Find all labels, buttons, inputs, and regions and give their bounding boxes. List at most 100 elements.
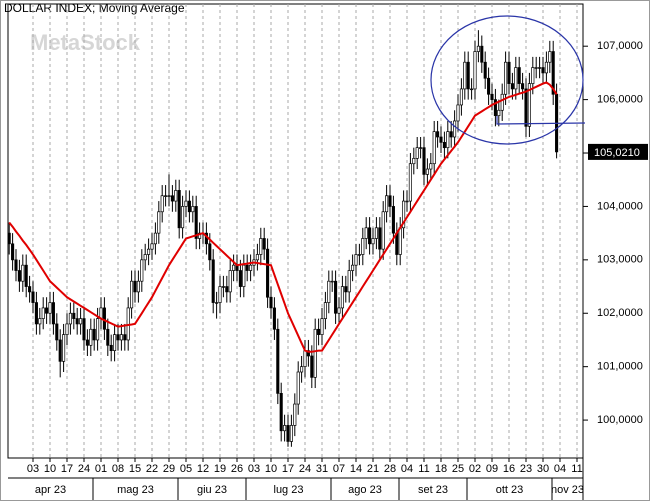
- candle-body: [147, 248, 151, 255]
- candle-body: [24, 264, 28, 287]
- candle-body: [422, 147, 426, 175]
- candle-body: [541, 67, 545, 74]
- candle-body: [538, 67, 542, 69]
- y-tick-label: 102,0000: [597, 307, 643, 319]
- x-tick-label: 11: [571, 463, 582, 475]
- candle-body: [75, 318, 79, 325]
- candle-body: [28, 286, 32, 293]
- x-tick-label: 23: [520, 463, 532, 475]
- candle-body: [31, 291, 35, 303]
- candle-body: [459, 88, 463, 106]
- candle-body: [181, 206, 185, 229]
- x-tick-label: 17: [282, 463, 294, 475]
- candle-body: [106, 328, 110, 346]
- candle-body: [286, 425, 290, 442]
- candle-body: [310, 355, 314, 378]
- candle-body: [7, 232, 11, 245]
- x-tick-label: 03: [248, 463, 260, 475]
- candle-body: [504, 61, 508, 95]
- candle-body: [272, 307, 276, 330]
- candle-body: [442, 141, 446, 149]
- candle-body: [374, 227, 378, 239]
- candle-body: [283, 425, 287, 432]
- candle-body: [279, 393, 283, 432]
- candle-body: [218, 286, 222, 303]
- candle-body: [449, 131, 453, 138]
- candle-body: [439, 136, 443, 143]
- candle-body: [405, 200, 409, 203]
- candle-body: [334, 280, 338, 314]
- candle-body: [194, 206, 198, 239]
- candle-body: [395, 232, 399, 255]
- candle-body: [473, 51, 477, 90]
- candle-body: [357, 254, 361, 256]
- candle-body: [92, 328, 96, 341]
- candle-body: [317, 328, 321, 335]
- candle-body: [419, 147, 423, 149]
- candle-body: [116, 334, 120, 341]
- candle-body: [340, 286, 344, 309]
- candle-body: [160, 195, 164, 213]
- y-tick-label: 107,0000: [597, 40, 643, 52]
- x-tick-label: 10: [265, 463, 277, 475]
- candle-body: [177, 190, 181, 229]
- x-tick-label: 29: [163, 463, 175, 475]
- candle-body: [436, 131, 440, 138]
- x-tick-label: 22: [146, 463, 158, 475]
- candle-body: [480, 45, 484, 63]
- candle-body: [320, 318, 324, 335]
- candle-body: [500, 93, 504, 111]
- candle-body: [170, 195, 174, 202]
- month-label: ott 23: [496, 484, 524, 496]
- candle-body: [21, 264, 25, 282]
- candle-body: [527, 83, 531, 127]
- candle-body: [402, 200, 406, 229]
- candle-body: [300, 366, 304, 373]
- candle-body: [266, 248, 270, 298]
- candle-body: [429, 163, 433, 170]
- grid: [32, 4, 578, 458]
- candle-body: [55, 323, 59, 341]
- marks: [7, 30, 559, 447]
- candle-body: [79, 318, 83, 325]
- candle-body: [82, 318, 86, 341]
- candle-body: [140, 259, 144, 282]
- candle-body: [14, 259, 18, 271]
- candle-body: [136, 280, 140, 293]
- candle-body: [51, 302, 55, 325]
- x-tick-label: 25: [452, 463, 464, 475]
- candle-body: [361, 238, 365, 255]
- candle-body: [41, 307, 45, 319]
- candle-body: [551, 51, 555, 95]
- candle-body: [371, 238, 375, 245]
- candle-body: [113, 334, 117, 351]
- candle-body: [354, 254, 358, 266]
- candle-body: [65, 323, 69, 335]
- candle-body: [510, 83, 514, 90]
- x-tick-label: 05: [180, 463, 192, 475]
- candle-body: [470, 88, 474, 91]
- x-tick-label: 14: [350, 463, 362, 475]
- candle-body: [313, 328, 317, 378]
- candle-body: [133, 280, 137, 293]
- candle-body: [483, 61, 487, 79]
- candle-body: [89, 328, 93, 346]
- candle-body: [68, 312, 72, 325]
- annotation-line: [496, 116, 586, 125]
- x-tick-label: 03: [27, 463, 39, 475]
- candle-body: [524, 88, 528, 127]
- candle-body: [544, 61, 548, 74]
- x-tick-label: 09: [486, 463, 498, 475]
- candle-body: [425, 168, 429, 175]
- candle-body: [398, 227, 402, 255]
- candle-body: [463, 61, 467, 90]
- candle-body: [378, 227, 382, 250]
- candle-body: [351, 264, 355, 271]
- candle-body: [456, 104, 460, 122]
- month-label: apr 23: [35, 484, 66, 496]
- candle-body: [521, 83, 525, 90]
- candle-body: [174, 190, 178, 202]
- candle-body: [119, 334, 123, 341]
- candle-body: [531, 67, 535, 84]
